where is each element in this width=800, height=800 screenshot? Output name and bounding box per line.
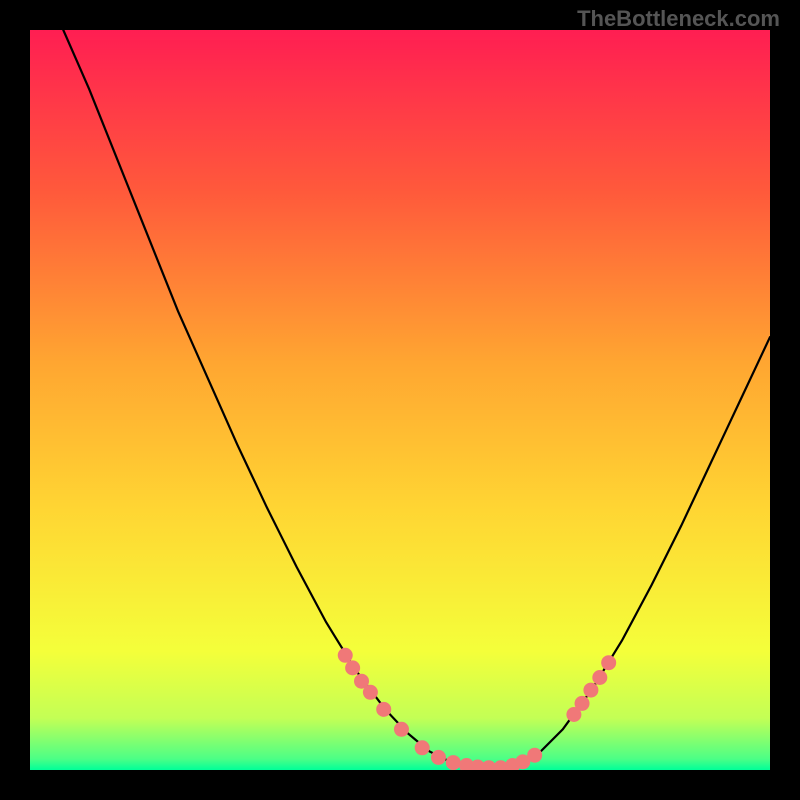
marker-dot <box>415 740 430 755</box>
marker-dot <box>363 685 378 700</box>
marker-dot <box>446 755 461 770</box>
marker-dot <box>592 670 607 685</box>
marker-dot <box>376 702 391 717</box>
chart-frame: TheBottleneck.com <box>0 0 800 800</box>
marker-dot <box>575 696 590 711</box>
marker-dot <box>345 660 360 675</box>
marker-dot <box>601 655 616 670</box>
marker-dot <box>431 750 446 765</box>
watermark-text: TheBottleneck.com <box>577 6 780 32</box>
marker-dot <box>527 748 542 763</box>
marker-dot <box>338 648 353 663</box>
chart-svg <box>30 30 770 770</box>
plot-area <box>30 30 770 770</box>
marker-dot <box>394 722 409 737</box>
marker-dot <box>583 683 598 698</box>
gradient-background <box>30 30 770 770</box>
